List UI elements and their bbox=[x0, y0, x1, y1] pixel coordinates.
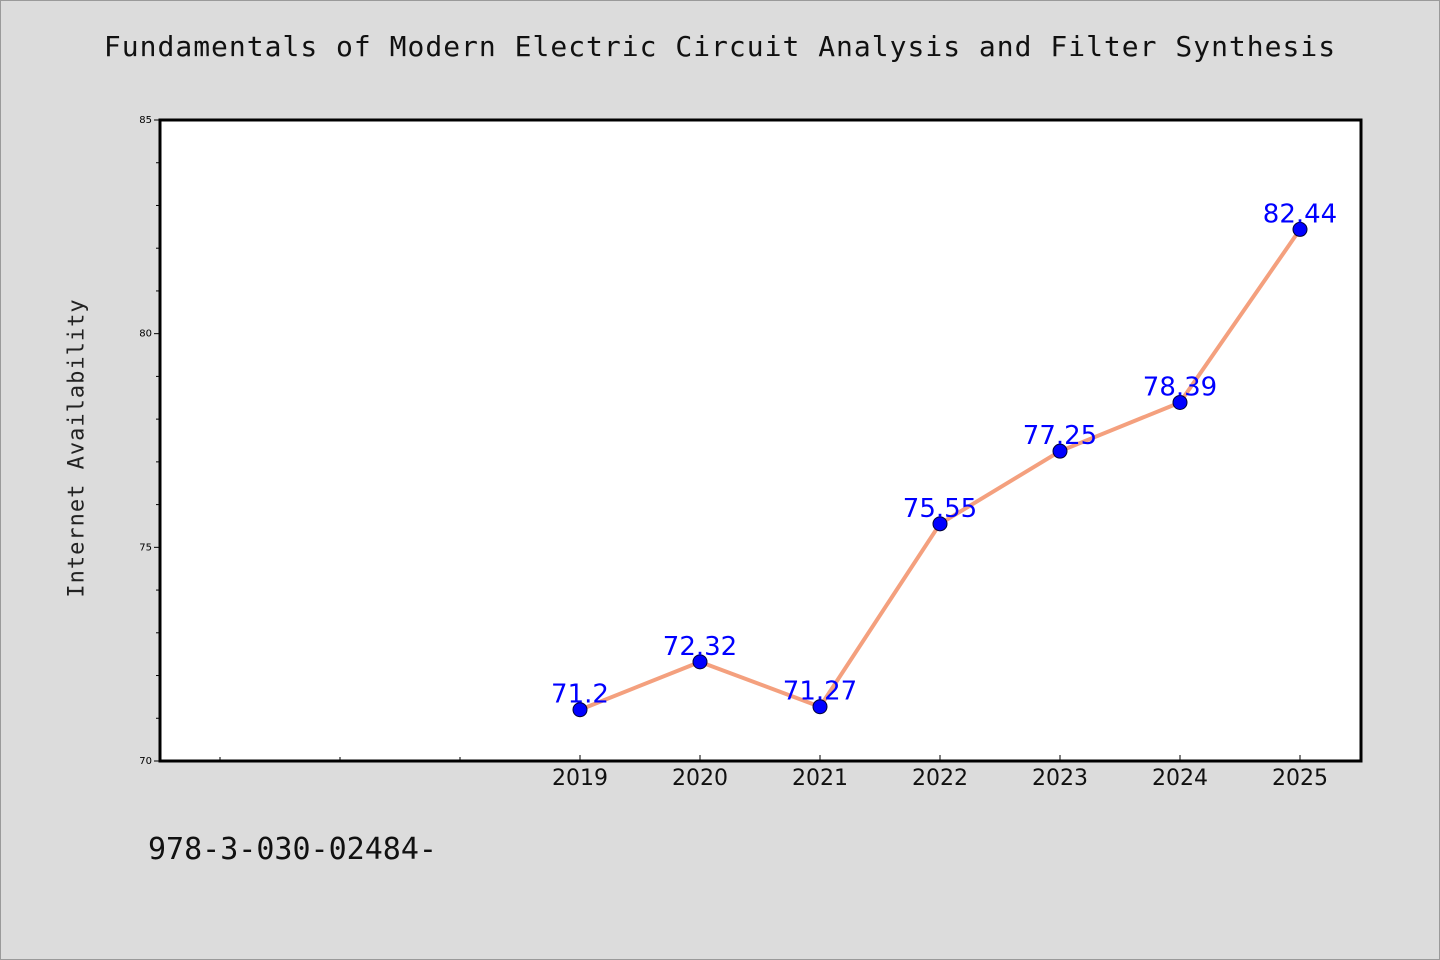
data-point bbox=[572, 702, 588, 718]
data-point bbox=[692, 654, 708, 670]
data-label: 72.32 bbox=[663, 632, 737, 662]
y-axis-ticks: 70 75 80 85 bbox=[139, 115, 160, 767]
data-label: 82.44 bbox=[1263, 199, 1337, 229]
chart-title: Fundamentals of Modern Electric Circuit … bbox=[103, 30, 1337, 63]
y-tick-label: 70 bbox=[139, 756, 152, 767]
data-point bbox=[932, 516, 948, 532]
data-label: 75.55 bbox=[903, 494, 977, 524]
x-tick-label: 2020 bbox=[672, 766, 728, 791]
y-tick-label: 80 bbox=[139, 329, 152, 340]
data-label: 71.2 bbox=[551, 680, 609, 710]
x-tick-label: 2021 bbox=[792, 766, 848, 791]
x-tick-label: 2019 bbox=[552, 766, 608, 791]
x-axis-ticks: 2019 2020 2021 2022 2023 2024 2025 bbox=[219, 755, 1328, 791]
data-point bbox=[1292, 221, 1308, 237]
x-tick-label: 2025 bbox=[1272, 766, 1328, 791]
data-label: 78.39 bbox=[1143, 372, 1217, 402]
y-tick-label: 85 bbox=[139, 115, 152, 126]
data-label: 71.27 bbox=[783, 677, 857, 707]
data-markers bbox=[572, 221, 1308, 718]
data-labels: 71.2 72.32 71.27 75.55 77.25 78.39 82.44 bbox=[551, 199, 1337, 709]
x-tick-label: 2022 bbox=[912, 766, 968, 791]
plot-area bbox=[158, 118, 1363, 763]
data-point bbox=[812, 699, 828, 715]
data-label: 77.25 bbox=[1023, 421, 1097, 451]
x-tick-label: 2024 bbox=[1152, 766, 1208, 791]
y-tick-label: 75 bbox=[139, 542, 152, 553]
x-tick-label: 2023 bbox=[1032, 766, 1088, 791]
footer-code: 978-3-030-02484- bbox=[148, 832, 437, 867]
data-point bbox=[1052, 443, 1068, 459]
data-point bbox=[1172, 394, 1188, 410]
